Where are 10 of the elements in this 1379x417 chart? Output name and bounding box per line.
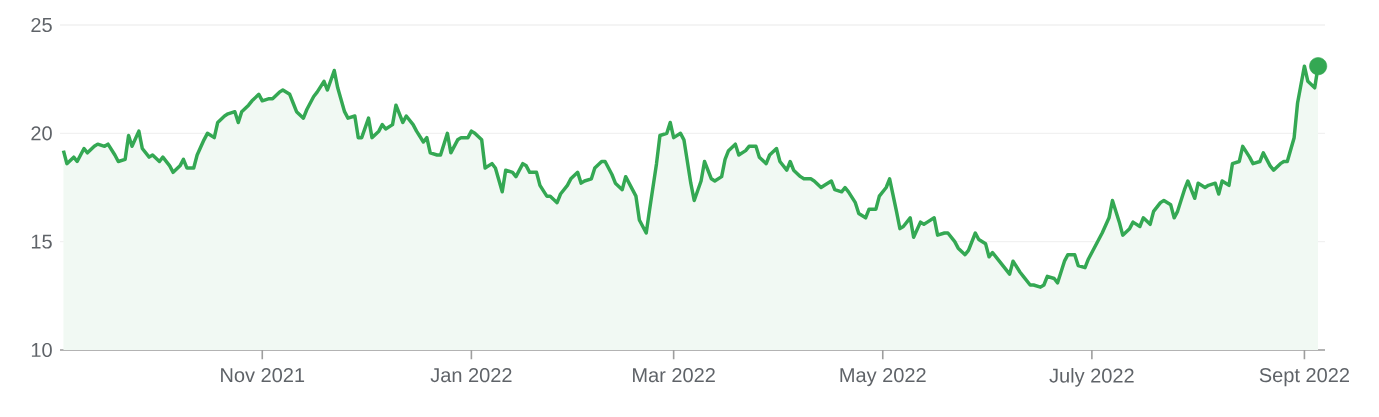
y-tick-label: 20 [31,126,52,141]
x-tick-label: May 2022 [840,368,926,387]
x-tick-label: Nov 2021 [221,368,305,383]
x-tick-label: Mar 2022 [633,368,715,383]
x-tick-label: July 2022 [1049,368,1134,387]
x-tick-label: Jan 2022 [430,368,512,383]
y-tick-label: 10 [31,342,52,358]
x-tick-label: Sept 2022 [1259,368,1349,387]
y-tick-label: 25 [31,17,52,33]
y-tick-label: 15 [31,234,52,249]
